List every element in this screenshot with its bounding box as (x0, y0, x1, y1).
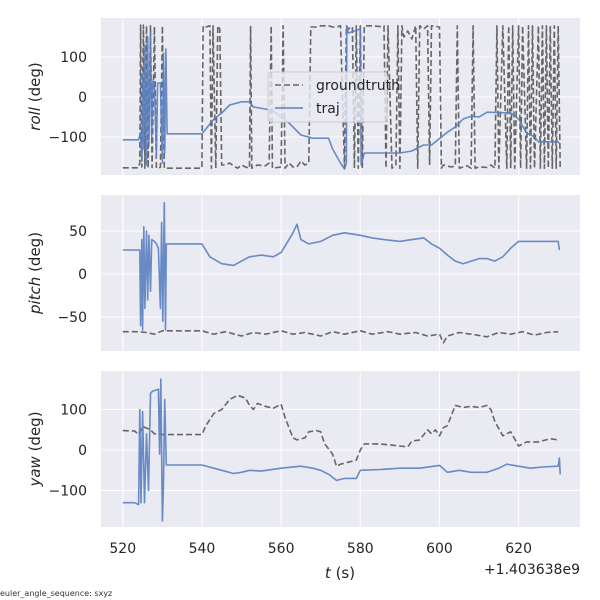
panel-pitch: 50 0 −50 pitch (deg) (26, 195, 580, 351)
y-tick-label: −50 (57, 310, 87, 326)
y-tick-label: −100 (49, 130, 87, 146)
y-axis-label-unit: (deg) (26, 232, 44, 277)
x-tick-label: 620 (505, 541, 532, 557)
y-axis-label: yaw (deg) (26, 411, 44, 487)
y-axis-label-unit: (deg) (26, 62, 44, 107)
y-tick-label: 100 (60, 402, 87, 418)
legend-label-traj: traj (316, 101, 340, 117)
x-offset-label: +1.403638e9 (484, 562, 580, 578)
x-axis-label-var: t (325, 564, 332, 582)
y-axis-label: roll (deg) (26, 62, 44, 130)
x-axis-label: t (s) (325, 564, 355, 582)
x-tick-label: 540 (189, 541, 216, 557)
y-axis-label-unit: (deg) (26, 411, 44, 456)
legend-label-groundtruth: groundtruth (316, 78, 400, 94)
axes-background (101, 195, 580, 351)
panel-yaw: 100 0 −100 yaw (deg) (26, 371, 580, 527)
y-axis-label-var: pitch (26, 277, 44, 315)
y-tick-label: 0 (78, 267, 87, 283)
x-tick-label: 580 (347, 541, 374, 557)
y-tick-label: 50 (69, 224, 87, 240)
series-line-groundtruth (122, 394, 559, 468)
panel-roll: 100 0 −100 roll (deg) (26, 18, 580, 175)
x-axis-label-unit: (s) (331, 564, 355, 582)
y-tick-label: 0 (78, 443, 87, 459)
legend: groundtruth traj (267, 71, 400, 123)
y-axis-label-var: roll (26, 106, 44, 131)
series-line-traj (122, 378, 561, 522)
x-tick-label: 600 (426, 541, 453, 557)
y-axis-label-var: yaw (26, 455, 44, 487)
footer-note: euler_angle_sequence: sxyz (0, 589, 112, 598)
series-line-traj (122, 201, 561, 331)
y-tick-label: −100 (49, 484, 87, 500)
series-line-groundtruth (122, 329, 559, 344)
y-axis-label: pitch (deg) (26, 232, 44, 315)
y-tick-label: 0 (78, 90, 87, 106)
x-tick-label: 560 (268, 541, 295, 557)
x-tick-label: 520 (109, 541, 136, 557)
y-tick-label: 100 (60, 50, 87, 66)
axes-background (101, 371, 580, 527)
